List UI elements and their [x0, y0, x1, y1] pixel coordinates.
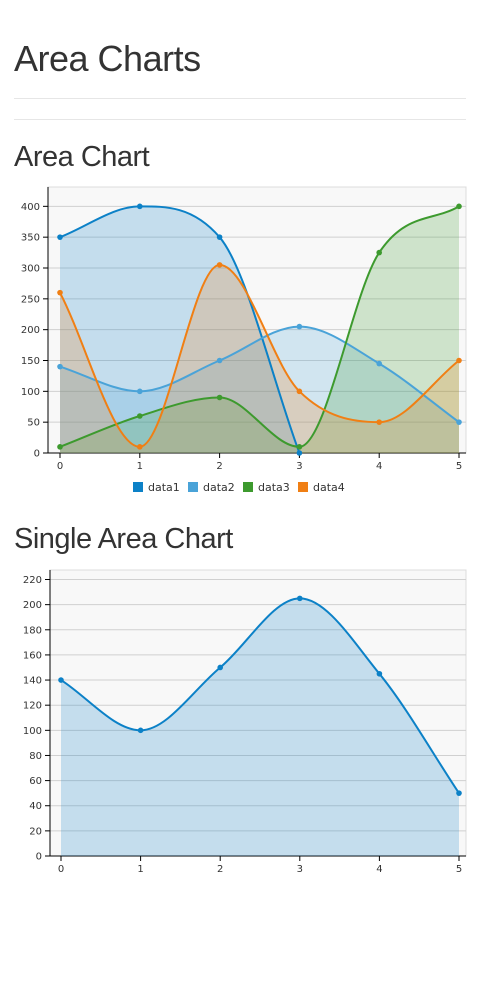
y-tick-label: 0 — [34, 449, 40, 460]
series-1-point[interactable] — [376, 670, 383, 677]
data3-area — [60, 206, 459, 453]
y-tick-label: 140 — [23, 676, 42, 687]
y-tick-label: 200 — [21, 325, 40, 336]
y-tick-label: 180 — [23, 625, 42, 636]
data3-point[interactable] — [296, 444, 303, 450]
y-tick-label: 220 — [23, 575, 42, 586]
y-tick-label: 200 — [23, 600, 42, 611]
series-1-point[interactable] — [217, 664, 223, 671]
y-tick-label: 20 — [29, 826, 42, 837]
data2-line — [59, 325, 460, 423]
x-tick-label: 2 — [216, 461, 222, 472]
plot-background — [49, 569, 467, 857]
legend-swatch-data3[interactable] — [243, 482, 253, 492]
data1-point[interactable] — [216, 234, 223, 240]
data3-point[interactable] — [216, 394, 223, 401]
data1-point[interactable] — [57, 234, 63, 240]
y-tick-label: 350 — [21, 233, 40, 244]
data2-point[interactable] — [456, 419, 462, 425]
y-tick-label: 300 — [21, 264, 40, 275]
data1-line — [59, 205, 301, 454]
data4-point[interactable] — [376, 419, 383, 425]
area-chart: 0 50 100 150 200 250 300 350 400 0 1 2 3 4 5 data1 data2… — [21, 186, 467, 494]
data4-area — [60, 264, 459, 453]
data4-point[interactable] — [137, 444, 143, 450]
series-1-area — [61, 598, 459, 856]
legend-swatch-data1[interactable] — [133, 482, 143, 492]
section-title-area-chart: Area Chart — [14, 141, 150, 173]
data1-area — [60, 206, 300, 453]
section-divider — [14, 119, 466, 120]
y-tick-label: 50 — [27, 418, 40, 429]
data3-point[interactable] — [376, 249, 383, 256]
x-tick-label: 4 — [376, 864, 382, 875]
data4-point[interactable] — [456, 357, 462, 364]
y-tick-label: 150 — [21, 356, 40, 367]
y-tick-label: 80 — [29, 751, 42, 762]
data4-point[interactable] — [296, 388, 303, 395]
x-tick-label: 3 — [296, 461, 302, 472]
data3-point[interactable] — [456, 203, 462, 210]
legend-swatch-data2[interactable] — [188, 482, 198, 492]
legend-label-data1[interactable]: data1 — [148, 481, 180, 494]
data1-point[interactable] — [137, 203, 143, 210]
series-1-point[interactable] — [297, 595, 303, 602]
y-tick-label: 0 — [36, 852, 42, 863]
series-1-point[interactable] — [137, 727, 144, 734]
legend-swatch-data4[interactable] — [298, 482, 308, 492]
y-tick-label: 100 — [21, 387, 40, 398]
data1-point[interactable] — [296, 450, 303, 456]
series-1-line — [60, 597, 460, 794]
legend-label-data2[interactable]: data2 — [203, 481, 235, 494]
x-tick-label: 0 — [57, 461, 63, 472]
legend-label-data3[interactable]: data3 — [258, 481, 290, 494]
y-tick-label: 160 — [23, 650, 42, 661]
y-tick-label: 100 — [23, 726, 42, 737]
x-tick-label: 5 — [456, 864, 462, 875]
y-tick-label: 60 — [29, 776, 42, 787]
x-tick-label: 2 — [217, 864, 223, 875]
data4-point[interactable] — [216, 262, 223, 268]
data2-point[interactable] — [376, 360, 383, 367]
data3-point[interactable] — [57, 444, 63, 450]
data2-point[interactable] — [216, 357, 223, 364]
header-divider — [14, 98, 466, 99]
data2-point[interactable] — [296, 323, 303, 330]
y-tick-label: 40 — [29, 801, 42, 812]
y-tick-label: 120 — [23, 701, 42, 712]
single-area-chart: 0 20 40 60 80 100 120 140 160 180 200 220 0 1 2 3 4 5 — [23, 569, 467, 875]
x-tick-label: 5 — [456, 461, 462, 472]
data2-point[interactable] — [137, 388, 143, 395]
data3-point[interactable] — [137, 413, 143, 419]
series-1-point[interactable] — [58, 677, 64, 683]
x-tick-label: 0 — [58, 864, 64, 875]
legend-label-data4[interactable]: data4 — [313, 481, 345, 494]
series-1-point[interactable] — [456, 790, 462, 796]
x-tick-label: 3 — [297, 864, 303, 875]
x-tick-label: 1 — [137, 461, 143, 472]
y-tick-label: 400 — [21, 202, 40, 213]
data2-point[interactable] — [57, 363, 63, 370]
section-title-single-area-chart: Single Area Chart — [14, 523, 233, 555]
y-tick-label: 250 — [21, 294, 40, 305]
x-tick-label: 4 — [376, 461, 382, 472]
page-title: Area Charts — [14, 38, 201, 79]
data4-point[interactable] — [57, 289, 63, 296]
x-tick-label: 1 — [137, 864, 143, 875]
